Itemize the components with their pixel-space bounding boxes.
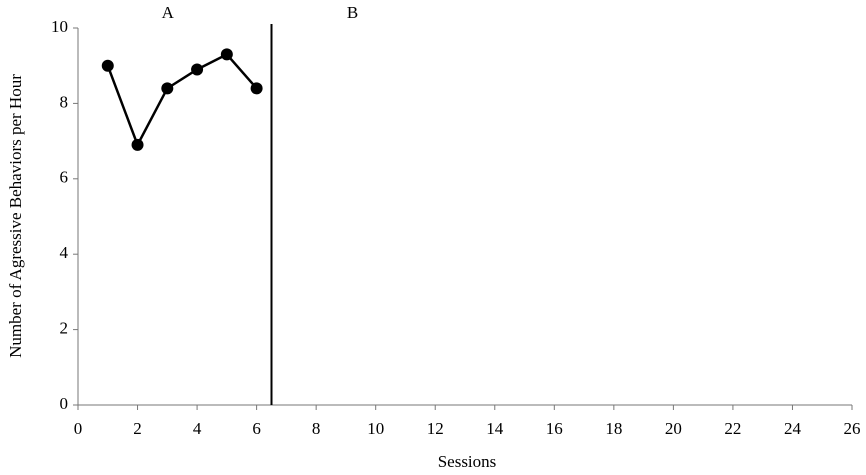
x-tick-label: 8 [312,419,321,438]
data-point [101,59,114,72]
x-tick-label: 24 [784,419,802,438]
x-tick-label: 10 [367,419,384,438]
x-tick-label: 12 [427,419,444,438]
x-tick-label: 14 [486,419,504,438]
data-line [106,52,258,148]
data-point [220,48,233,61]
data-point [191,63,204,76]
data-point [250,82,263,95]
x-tick-label: 4 [193,419,202,438]
y-tick-label: 2 [60,319,69,338]
y-tick-label: 10 [51,17,68,36]
x-tick-label: 18 [605,419,622,438]
x-tick-label: 26 [844,419,861,438]
data-point [161,82,174,95]
phase-label: A [162,3,175,22]
data-point [131,138,144,151]
y-axis-title: Number of Agressive Behaviors per Hour [6,74,25,358]
x-tick-label: 22 [724,419,741,438]
y-tick-label: 6 [60,168,69,187]
x-tick-label: 16 [546,419,563,438]
y-tick-label: 8 [60,92,69,111]
x-tick-label: 20 [665,419,682,438]
x-axis-title: Sessions [438,452,497,471]
x-tick-label: 0 [74,419,83,438]
x-tick-label: 2 [133,419,142,438]
y-tick-label: 0 [60,394,69,413]
y-tick-label: 4 [60,243,69,262]
x-tick-label: 6 [252,419,261,438]
phase-label: B [347,3,358,22]
